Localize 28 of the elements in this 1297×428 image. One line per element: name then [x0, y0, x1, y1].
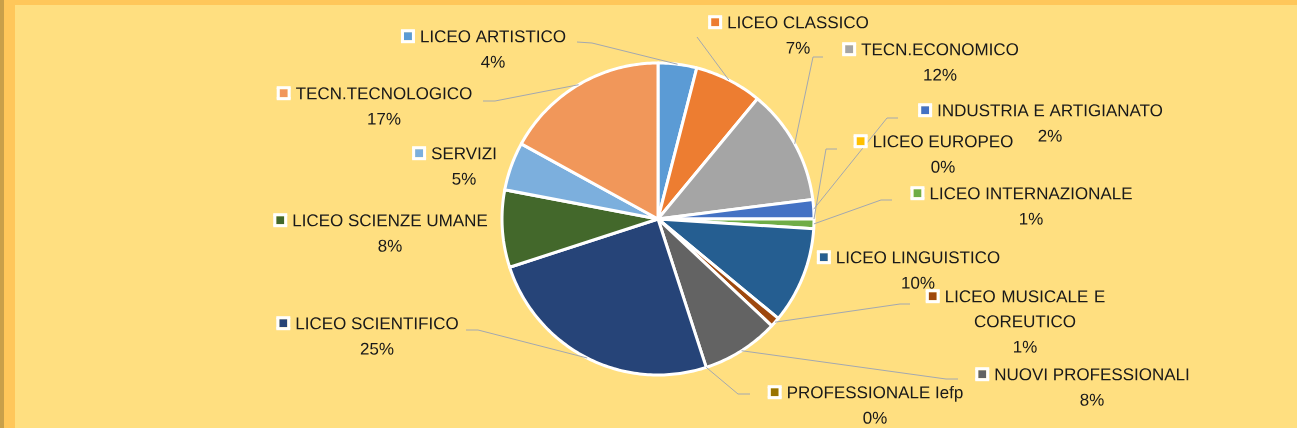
data-label: 1% [1020, 212, 1043, 225]
legend-label: LICEO ARTISTICO [421, 30, 566, 43]
text: 0% [931, 160, 955, 173]
legend-label: TECN.TECNOLOGICO [296, 87, 472, 100]
legend-label: LICEO EUROPEO [874, 135, 1013, 148]
data-label: 7% [786, 41, 810, 54]
data-label: 4% [481, 55, 505, 68]
data-label: 8% [1080, 393, 1104, 406]
legend-label: TECN.ECONOMICO [861, 43, 1019, 56]
data-label: 17% [368, 112, 401, 125]
data-label: 1% [1014, 340, 1037, 353]
legend-label: LICEO MUSICALE E COREUTICO [946, 290, 1105, 328]
data-label: 8% [378, 239, 402, 252]
legend-label: LICEO LINGUISTICO [837, 251, 1000, 264]
legend-label: INDUSTRIA E ARTIGIANATO [938, 104, 1163, 117]
data-label: 5% [452, 172, 476, 185]
text: 0% [863, 411, 887, 424]
legend-label: LICEO SCIENZE UMANE [293, 214, 488, 227]
legend-label: NUOVI PROFESSIONALI [995, 368, 1189, 381]
data-label: 10% [902, 276, 935, 289]
data-label: 25% [360, 342, 394, 355]
legend-label: LICEO SCIENTIFICO [296, 317, 458, 330]
legend-label: SERVIZI [431, 147, 496, 160]
data-label: 12% [924, 68, 957, 81]
legend-label: LICEO INTERNAZIONALE [930, 187, 1132, 200]
legend-label: PROFESSIONALE Iefp [788, 385, 963, 402]
data-label: 2% [1038, 129, 1062, 142]
legend-label: LICEO CLASSICO [728, 16, 869, 29]
